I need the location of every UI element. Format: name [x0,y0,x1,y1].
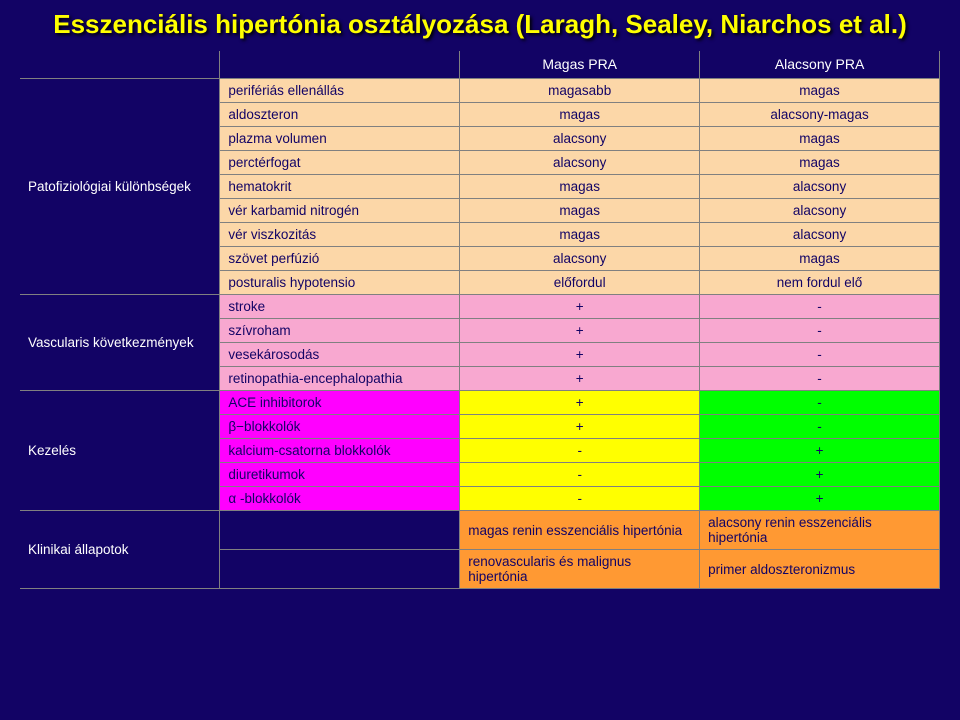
row-val-b: - [700,295,940,319]
row-val-a: magas [460,199,700,223]
row-sub: vér viszkozitás [220,223,460,247]
row-val-a: - [460,463,700,487]
row-sub: hematokrit [220,175,460,199]
row-sub-empty [220,550,460,589]
row-val-a: + [460,367,700,391]
row-val-a: + [460,319,700,343]
row-val-a: + [460,295,700,319]
row-sub: plazma volumen [220,127,460,151]
row-val-b: - [700,391,940,415]
row-val-b: primer aldoszteronizmus [700,550,940,589]
row-val-a: magasabb [460,79,700,103]
row-val-b: magas [700,79,940,103]
header-empty-sub [220,51,460,79]
row-val-b: + [700,463,940,487]
row-sub: posturalis hypotensio [220,271,460,295]
row-val-b: alacsony [700,199,940,223]
header-col-b: Alacsony PRA [700,51,940,79]
row-val-b: - [700,415,940,439]
row-val-b: - [700,319,940,343]
category-label: Klinikai állapotok [20,511,220,589]
row-val-a: alacsony [460,151,700,175]
row-sub: stroke [220,295,460,319]
row-val-a: + [460,343,700,367]
row-val-a: - [460,439,700,463]
header-empty-cat [20,51,220,79]
row-val-a: - [460,487,700,511]
row-sub: α -blokkolók [220,487,460,511]
row-sub-empty [220,511,460,550]
category-label: Vascularis következmények [20,295,220,391]
row-val-a: renovascularis és malignus hipertónia [460,550,700,589]
row-val-b: nem fordul elő [700,271,940,295]
row-val-a: alacsony [460,127,700,151]
row-sub: perifériás ellenállás [220,79,460,103]
row-val-b: magas [700,127,940,151]
row-sub: vesekárosodás [220,343,460,367]
page-title: Esszenciális hipertónia osztályozása (La… [0,0,960,51]
row-sub: diuretikumok [220,463,460,487]
row-val-a: + [460,391,700,415]
row-val-b: + [700,487,940,511]
row-val-b: magas [700,151,940,175]
row-sub: vér karbamid nitrogén [220,199,460,223]
row-val-b: alacsony renin esszenciális hipertónia [700,511,940,550]
row-val-b: - [700,343,940,367]
row-val-b: + [700,439,940,463]
category-label: Patofiziológiai különbségek [20,79,220,295]
classification-table: Magas PRAAlacsony PRA Patofiziológiai kül… [20,51,940,590]
row-val-a: magas renin esszenciális hipertónia [460,511,700,550]
row-val-a: magas [460,175,700,199]
row-sub: kalcium-csatorna blokkolók [220,439,460,463]
row-sub: szívroham [220,319,460,343]
row-val-a: + [460,415,700,439]
row-val-b: - [700,367,940,391]
row-val-b: magas [700,247,940,271]
row-val-b: alacsony [700,175,940,199]
row-sub: aldoszteron [220,103,460,127]
row-val-b: alacsony-magas [700,103,940,127]
row-sub: retinopathia-encephalopathia [220,367,460,391]
row-val-a: magas [460,103,700,127]
row-val-a: előfordul [460,271,700,295]
row-val-b: alacsony [700,223,940,247]
row-val-a: magas [460,223,700,247]
row-sub: perctérfogat [220,151,460,175]
row-sub: szövet perfúzió [220,247,460,271]
row-sub: β−blokkolók [220,415,460,439]
category-label: Kezelés [20,391,220,511]
row-val-a: alacsony [460,247,700,271]
row-sub: ACE inhibitorok [220,391,460,415]
header-col-a: Magas PRA [460,51,700,79]
